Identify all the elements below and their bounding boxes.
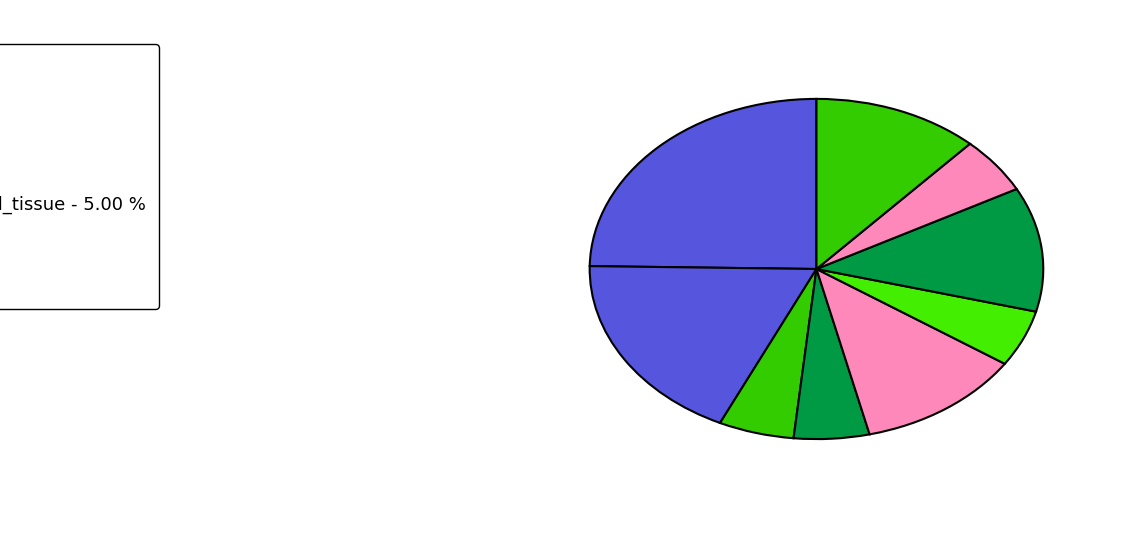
Wedge shape — [816, 269, 1036, 364]
Wedge shape — [590, 99, 816, 269]
Wedge shape — [816, 99, 970, 269]
Wedge shape — [816, 144, 1016, 269]
Legend: large_intestine - 23.00 %, breast - 17.00 %, endometrium - 11.00 %, kidney - 11.: large_intestine - 23.00 %, breast - 17.0… — [0, 44, 159, 309]
Wedge shape — [816, 269, 1005, 434]
Wedge shape — [590, 266, 816, 423]
Wedge shape — [720, 269, 816, 438]
Wedge shape — [794, 269, 870, 439]
Wedge shape — [816, 189, 1043, 312]
